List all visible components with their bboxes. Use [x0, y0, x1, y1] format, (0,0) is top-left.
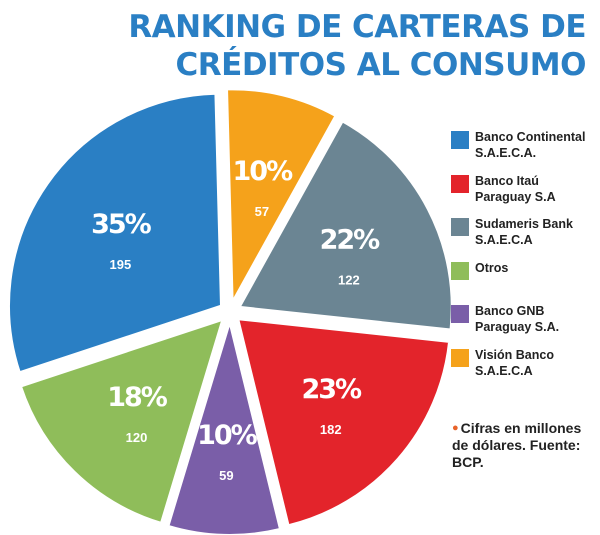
- slice-percent-label-2: 10%: [197, 420, 258, 451]
- source-note-text: Cifras en millones de dólares. Fuente: B…: [452, 420, 582, 470]
- legend-swatch-3: [451, 261, 469, 280]
- legend-item-4: Banco GNB Paraguay S.A.: [451, 303, 590, 335]
- legend-label-5: Visión Banco S.A.E.C.A: [475, 347, 554, 378]
- slice-value-label-5: 57: [255, 204, 269, 219]
- legend-swatch-4: [451, 305, 469, 323]
- legend-swatch-5: [451, 348, 469, 367]
- pie-slice-1: [236, 318, 451, 527]
- legend-label-0: Banco Continental S.A.E.C.A.: [475, 130, 586, 160]
- legend-label-2: Sudameris Bank S.A.E.C.A: [475, 217, 573, 247]
- slice-percent-label-4: 35%: [91, 209, 152, 240]
- legend-item-3: Otros: [451, 260, 590, 280]
- pie-slice-4: [8, 92, 223, 374]
- slice-value-label-2: 59: [219, 468, 233, 483]
- legend-item-5: Visión Banco S.A.E.C.A: [451, 347, 590, 379]
- chart-title: RANKING DE CARTERAS DE CRÉDITOS AL CONSU…: [128, 8, 586, 84]
- slice-percent-label-3: 18%: [107, 382, 168, 413]
- pie-slice-5: [226, 88, 337, 306]
- legend-label-3: Otros: [475, 260, 509, 275]
- chart-title-line-2: CRÉDITOS AL CONSUMO: [175, 47, 587, 83]
- slice-value-label-3: 120: [126, 430, 148, 445]
- legend-item-1: Banco Itaú Paraguay S.A: [451, 173, 590, 205]
- slice-percent-label-5: 10%: [233, 156, 294, 187]
- pie-slice-0: [238, 120, 453, 331]
- legend-swatch-1: [451, 174, 469, 193]
- slice-value-label-1: 182: [320, 422, 342, 437]
- pie-slice-3: [19, 318, 224, 525]
- legend-label-4: Banco GNB Paraguay S.A.: [475, 304, 560, 334]
- slice-value-label-4: 195: [110, 257, 132, 272]
- slice-percent-label-1: 23%: [301, 374, 362, 405]
- legend-item-2: Sudameris Bank S.A.E.C.A: [451, 216, 590, 248]
- bullet-icon: ●: [452, 422, 459, 434]
- legend-label-1: Banco Itaú Paraguay S.A: [475, 173, 556, 204]
- source-note: ● Cifras en millones de dólares. Fuente: …: [452, 420, 597, 471]
- legend-swatch-2: [451, 218, 469, 236]
- legend-swatch-0: [451, 131, 469, 149]
- chart-title-line-1: RANKING DE CARTERAS DE: [128, 9, 586, 45]
- slice-value-label-0: 122: [338, 272, 360, 287]
- slice-percent-label-0: 22%: [320, 224, 381, 255]
- legend-item-0: Banco Continental S.A.E.C.A.: [451, 129, 590, 161]
